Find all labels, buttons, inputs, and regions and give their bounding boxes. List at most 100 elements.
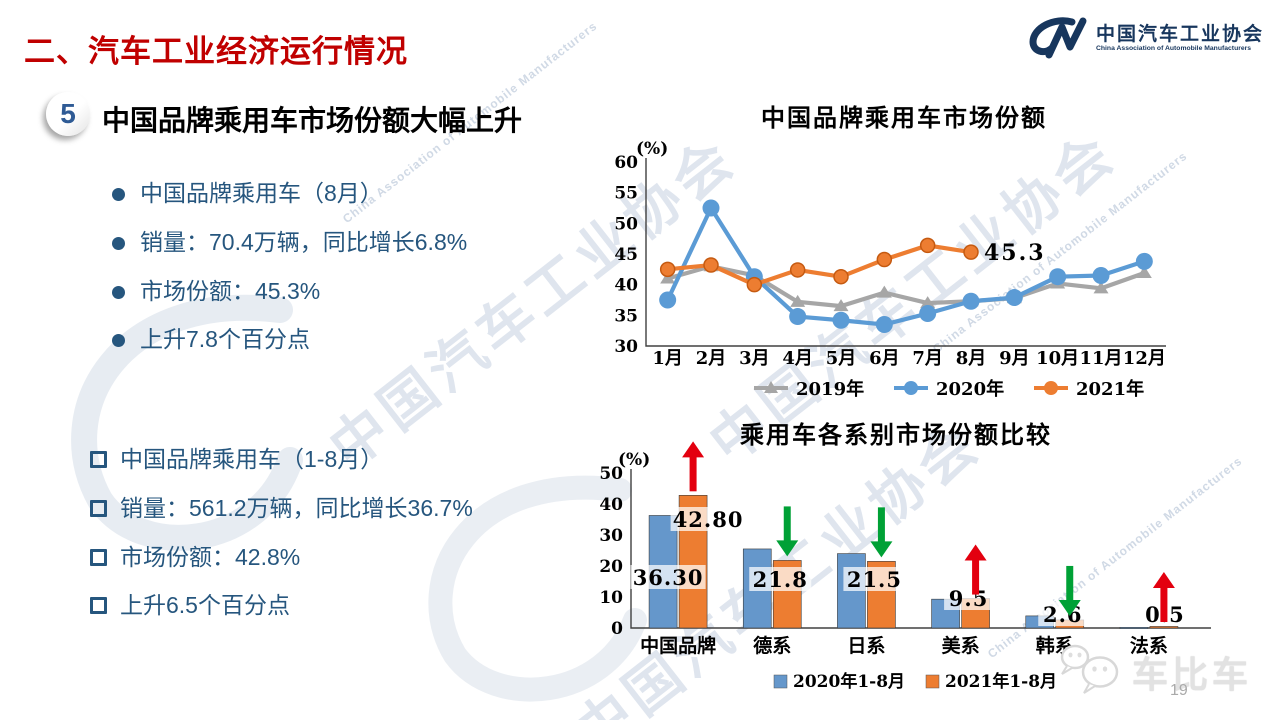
bullet-icon (90, 597, 107, 615)
svg-text:1月: 1月 (652, 348, 683, 369)
bullet-item: 销量：561.2万辆，同比增长36.7% (90, 494, 473, 523)
bullet-item: 市场份额：45.3% (112, 277, 467, 306)
bullet-item: 上升6.5个百分点 (90, 591, 473, 620)
svg-text:9月: 9月 (999, 348, 1030, 369)
chart-title: 乘用车各系别市场份额比较 (739, 420, 1052, 449)
svg-text:42.80: 42.80 (673, 507, 744, 532)
svg-text:10月: 10月 (1036, 348, 1079, 369)
wechat-icon (1060, 644, 1119, 694)
svg-text:45.3: 45.3 (984, 240, 1046, 266)
bullet-icon (112, 188, 125, 201)
bullet-icon (90, 451, 107, 468)
bullet-item: 上升7.8个百分点 (112, 325, 467, 354)
page-number: 19 (1170, 682, 1188, 699)
bullet-icon (112, 285, 125, 299)
svg-text:3月: 3月 (739, 348, 770, 369)
line-series-2020年 (659, 199, 1153, 334)
bar-法系 (1119, 627, 1149, 629)
svg-text:50: 50 (614, 214, 638, 234)
bullet-icon (90, 499, 107, 517)
caam-logo-icon (1029, 17, 1087, 59)
bullet-text: 中国品牌乘用车（8月） (140, 180, 383, 206)
arrow-up-icon (1152, 572, 1175, 622)
svg-text:11月: 11月 (1079, 348, 1122, 369)
svg-text:21.5: 21.5 (847, 567, 902, 592)
legend: 2019年 2020年 2021年 (754, 378, 1144, 400)
bullet-list-ytd: 中国品牌乘用车（1-8月） 销量：561.2万辆，同比增长36.7% 市场份额：… (90, 445, 473, 640)
svg-text:2021年: 2021年 (1076, 378, 1144, 400)
svg-text:36.30: 36.30 (633, 565, 704, 590)
svg-text:0: 0 (611, 619, 623, 639)
svg-text:2020年1-8月: 2020年1-8月 (793, 671, 905, 692)
bullet-item: 市场份额：42.8% (90, 543, 473, 572)
svg-text:20: 20 (599, 557, 623, 577)
bullet-text: 销量：561.2万辆，同比增长36.7% (120, 494, 473, 521)
bullet-icon (90, 548, 107, 566)
bullet-text: 中国品牌乘用车（1-8月） (120, 446, 384, 472)
caam-logo-text: 中国汽车工业协会 China Association of Automobile… (1096, 24, 1264, 53)
svg-text:日系: 日系 (847, 635, 885, 657)
bullet-text: 销量：70.4万辆，同比增长6.8% (140, 228, 468, 255)
caam-logo-en: China Association of Automobile Manufact… (1095, 45, 1252, 53)
svg-text:8月: 8月 (956, 348, 987, 369)
arrow-down-icon (870, 507, 893, 558)
svg-text:4月: 4月 (782, 348, 813, 369)
svg-text:2021年1-8月: 2021年1-8月 (945, 671, 1057, 692)
bullet-item: 销量：70.4万辆，同比增长6.8% (112, 228, 467, 257)
line-series-2019年 (660, 259, 1152, 312)
svg-text:9.5: 9.5 (949, 586, 989, 611)
arrow-up-icon (964, 544, 987, 595)
svg-text:(%): (%) (618, 450, 650, 470)
svg-text:50: 50 (599, 464, 623, 484)
arrow-down-icon (776, 506, 799, 557)
bullet-text: 上升7.8个百分点 (140, 326, 310, 353)
bullet-item: 中国品牌乘用车（8月） (112, 179, 467, 208)
bullet-list-august: 中国品牌乘用车（8月） 销量：70.4万辆，同比增长6.8% 市场份额：45.3… (112, 179, 467, 374)
svg-text:2020年: 2020年 (936, 378, 1004, 400)
arrow-down-icon (1058, 565, 1081, 616)
bullet-text: 市场份额：42.8% (120, 543, 301, 570)
data-annotation: 45.3 (984, 240, 1046, 266)
bullet-text: 市场份额：45.3% (140, 277, 321, 304)
svg-text:40: 40 (614, 276, 638, 296)
bullet-item: 中国品牌乘用车（1-8月） (90, 445, 473, 474)
svg-text:中国品牌乘用车市场份额: 中国品牌乘用车市场份额 (761, 103, 1047, 132)
svg-text:30: 30 (599, 526, 623, 546)
line-chart-market-share: 中国品牌乘用车市场份额 (%) 60 55 50 45 40 35 30 1月 2月 3月 4月 5月 6月… (596, 98, 1276, 415)
svg-text:35: 35 (614, 306, 638, 326)
svg-text:10: 10 (599, 588, 623, 608)
svg-text:12月: 12月 (1123, 348, 1166, 369)
svg-text:法系: 法系 (1130, 634, 1168, 657)
section-title: 二、汽车工业经济运行情况 (24, 34, 408, 69)
svg-text:德系: 德系 (753, 634, 791, 657)
headline-number-badge: 5 (46, 92, 90, 136)
brand-watermark: 车比车 (1132, 654, 1253, 695)
svg-text:21.8: 21.8 (753, 567, 808, 592)
svg-text:2月: 2月 (696, 348, 727, 369)
line-series-2021年 (659, 237, 979, 293)
bar-chart-segment-share: 乘用车各系别市场份额比较 (%) 0 10 20 30 40 50 中国品牌 德系 日系 美系 韩系 法系… (596, 415, 1276, 720)
chart-title: 中国品牌乘用车市场份额 (761, 103, 1047, 132)
svg-text:30: 30 (614, 337, 638, 357)
svg-text:55: 55 (614, 184, 638, 204)
line-chart-svg: 中国品牌乘用车市场份额 (%)60 55 50 45 40 35 30 1月 2月 3月 4月 5月 6月… (614, 103, 1166, 400)
svg-text:40: 40 (599, 495, 623, 515)
trend-arrows (682, 441, 1175, 622)
svg-text:7月: 7月 (912, 348, 943, 369)
svg-text:5月: 5月 (826, 348, 857, 369)
svg-text:6月: 6月 (869, 348, 900, 369)
svg-text:2019年: 2019年 (796, 378, 864, 400)
legend: 2020年1-8月 2021年1-8月 (773, 671, 1057, 692)
svg-text:60: 60 (614, 153, 638, 173)
svg-text:乘用车各系别市场份额比较: 乘用车各系别市场份额比较 (739, 420, 1052, 449)
bar-法系 (1149, 626, 1179, 629)
svg-text:中国品牌: 中国品牌 (640, 634, 716, 657)
bullet-text: 上升6.5个百分点 (120, 592, 290, 619)
svg-text:45: 45 (614, 245, 638, 265)
caam-logo-zh: 中国汽车工业协会 (1095, 23, 1264, 45)
bullet-icon (112, 236, 125, 250)
